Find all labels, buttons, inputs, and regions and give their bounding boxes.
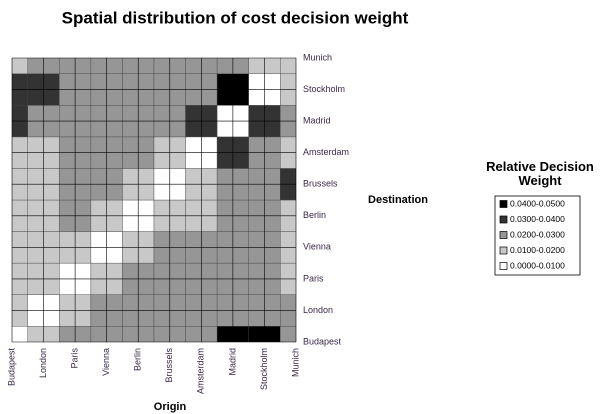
legend-swatch xyxy=(499,215,508,224)
legend-swatch xyxy=(499,200,508,208)
y-tick-label: London xyxy=(303,305,333,315)
x-tick-label: Brussels xyxy=(164,348,174,383)
contour-cell xyxy=(12,326,28,342)
contour-cell xyxy=(280,58,296,74)
y-tick-label: Vienna xyxy=(303,242,331,252)
y-tick-label: Amsterdam xyxy=(303,147,349,157)
chart-title: Spatial distribution of cost decision we… xyxy=(62,8,409,27)
legend-label: 0.0000-0.0100 xyxy=(510,260,565,270)
y-tick-label: Stockholm xyxy=(303,84,345,94)
x-tick-label: Stockholm xyxy=(259,348,269,390)
legend-swatch xyxy=(499,231,508,239)
y-tick-label: Budapest xyxy=(303,336,342,346)
y-tick-label: Munich xyxy=(303,52,332,62)
x-tick-label: Madrid xyxy=(227,348,237,376)
y-axis-label: Destination xyxy=(368,194,428,206)
legend-label: 0.0300-0.0400 xyxy=(510,214,565,224)
legend-label: 0.0200-0.0300 xyxy=(510,229,565,239)
legend-box xyxy=(494,195,581,276)
legend-title: Relative Decision Weight xyxy=(486,159,594,188)
x-tick-label: Budapest xyxy=(6,348,16,387)
legend-swatch xyxy=(499,262,508,270)
contour-cell xyxy=(12,58,28,74)
y-tick-label: Berlin xyxy=(303,210,326,220)
x-tick-label: Vienna xyxy=(101,348,111,376)
contour-cell xyxy=(280,326,296,342)
legend-label: 0.0400-0.0500 xyxy=(510,198,565,208)
legend-swatch xyxy=(499,246,508,255)
x-tick-label: Paris xyxy=(69,348,79,369)
x-tick-label: Amsterdam xyxy=(196,348,206,394)
x-tick-label: Munich xyxy=(290,348,300,377)
x-tick-label: London xyxy=(38,348,48,378)
y-tick-label: Madrid xyxy=(303,115,331,125)
x-tick-label: Berlin xyxy=(133,348,143,371)
legend-label: 0.0100-0.0200 xyxy=(510,245,565,255)
y-tick-label: Paris xyxy=(303,273,324,283)
x-axis-label: Origin xyxy=(154,401,187,413)
y-tick-label: Brussels xyxy=(303,179,338,189)
